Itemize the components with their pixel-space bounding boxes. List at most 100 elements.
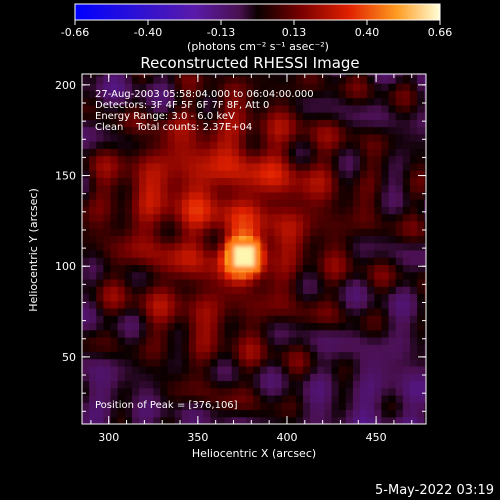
heatmap-cell <box>224 344 233 353</box>
heatmap-cell <box>82 278 90 287</box>
heatmap-cell <box>381 293 390 302</box>
heatmap-cell <box>196 394 204 403</box>
heatmap-cell <box>188 402 197 411</box>
heatmap-cell <box>345 358 354 367</box>
heatmap-cell <box>96 264 104 273</box>
heatmap-cell <box>274 104 283 113</box>
heatmap-cell <box>324 329 333 338</box>
heatmap-cell <box>395 300 404 309</box>
heatmap-cell <box>338 206 347 215</box>
heatmap-cell <box>303 177 311 186</box>
heatmap-cell <box>310 170 318 178</box>
heatmap-cell <box>281 307 290 316</box>
heatmap-cell <box>188 97 197 106</box>
heatmap-cell <box>253 409 261 418</box>
heatmap-cell <box>96 293 104 302</box>
heatmap-cell <box>89 315 97 324</box>
heatmap-cell <box>110 264 119 273</box>
heatmap-cell <box>167 271 176 280</box>
heatmap-cell <box>395 74 404 77</box>
heatmap-cell <box>231 206 240 215</box>
heatmap-cell <box>331 90 340 99</box>
heatmap-cell <box>352 264 361 273</box>
heatmap-cell <box>295 170 304 178</box>
heatmap-cell <box>402 336 411 345</box>
heatmap-cell <box>174 351 183 360</box>
heatmap-cell <box>402 394 411 403</box>
heatmap-cell <box>103 315 112 324</box>
heatmap-cell <box>388 416 397 424</box>
heatmap-cell <box>103 249 112 258</box>
heatmap-cell <box>174 358 183 367</box>
heatmap-cell <box>231 387 240 396</box>
heatmap-cell <box>424 112 426 120</box>
heatmap-cell <box>310 242 318 251</box>
heatmap-cell <box>388 257 397 266</box>
heatmap-cell <box>224 83 233 91</box>
heatmap-cell <box>317 199 325 207</box>
heatmap-cell <box>96 394 104 403</box>
heatmap-cell <box>360 315 368 324</box>
heatmap-cell <box>395 315 404 324</box>
heatmap-cell <box>338 213 347 222</box>
heatmap-cell <box>89 184 97 193</box>
heatmap-cell <box>331 155 340 164</box>
heatmap-cell <box>139 74 147 77</box>
heatmap-cell <box>295 235 304 244</box>
heatmap-cell <box>139 184 147 193</box>
heatmap-cell <box>331 416 340 424</box>
heatmap-cell <box>367 177 375 186</box>
heatmap-cell <box>338 177 347 186</box>
heatmap-cell <box>381 315 390 324</box>
heatmap-cell <box>367 133 375 142</box>
heatmap-cell <box>238 293 247 302</box>
heatmap-cell <box>217 191 226 200</box>
heatmap-cell <box>82 293 90 302</box>
heatmap-cell <box>367 373 375 382</box>
heatmap-cell <box>224 206 233 215</box>
heatmap-cell <box>424 75 426 84</box>
heatmap-cell <box>331 177 340 186</box>
heatmap-cell <box>402 90 411 99</box>
heatmap-cell <box>424 97 426 106</box>
heatmap-cell <box>103 365 112 374</box>
heatmap-cell <box>395 155 404 164</box>
heatmap-cell <box>110 104 119 113</box>
heatmap-cell <box>288 220 297 229</box>
heatmap-cell <box>281 380 290 389</box>
heatmap-cell <box>338 75 347 84</box>
heatmap-cell <box>160 119 169 128</box>
heatmap-cell <box>388 242 397 251</box>
heatmap-cell <box>253 300 261 309</box>
heatmap-cell <box>381 402 390 411</box>
heatmap-cell <box>281 278 290 287</box>
heatmap-cell <box>188 358 197 367</box>
heatmap-cell <box>374 126 383 135</box>
heatmap-cell <box>110 170 119 178</box>
heatmap-cell <box>331 242 340 251</box>
heatmap-cell <box>253 365 261 374</box>
heatmap-cell <box>288 300 297 309</box>
heatmap-cell <box>360 213 368 222</box>
heatmap-cell <box>374 387 383 396</box>
peak-position-label: Position of Peak = [376,106] <box>95 400 238 411</box>
heatmap-cell <box>160 75 169 84</box>
heatmap-cell <box>253 206 261 215</box>
heatmap-cell <box>267 170 276 178</box>
heatmap-cell <box>360 83 368 91</box>
heatmap-cell <box>324 300 333 309</box>
heatmap-cell <box>317 329 325 338</box>
heatmap-cell <box>274 220 283 229</box>
heatmap-cell <box>374 170 383 178</box>
heatmap-cell <box>103 199 112 207</box>
heatmap-cell <box>388 90 397 99</box>
heatmap-cell <box>267 249 276 258</box>
heatmap-cell <box>188 293 197 302</box>
heatmap-cell <box>131 402 140 411</box>
heatmap-cell <box>188 249 197 258</box>
heatmap-cell <box>381 206 390 215</box>
heatmap-cell <box>317 191 325 200</box>
heatmap-cell <box>295 97 304 106</box>
heatmap-cell <box>338 307 347 316</box>
heatmap-cell <box>417 300 425 309</box>
